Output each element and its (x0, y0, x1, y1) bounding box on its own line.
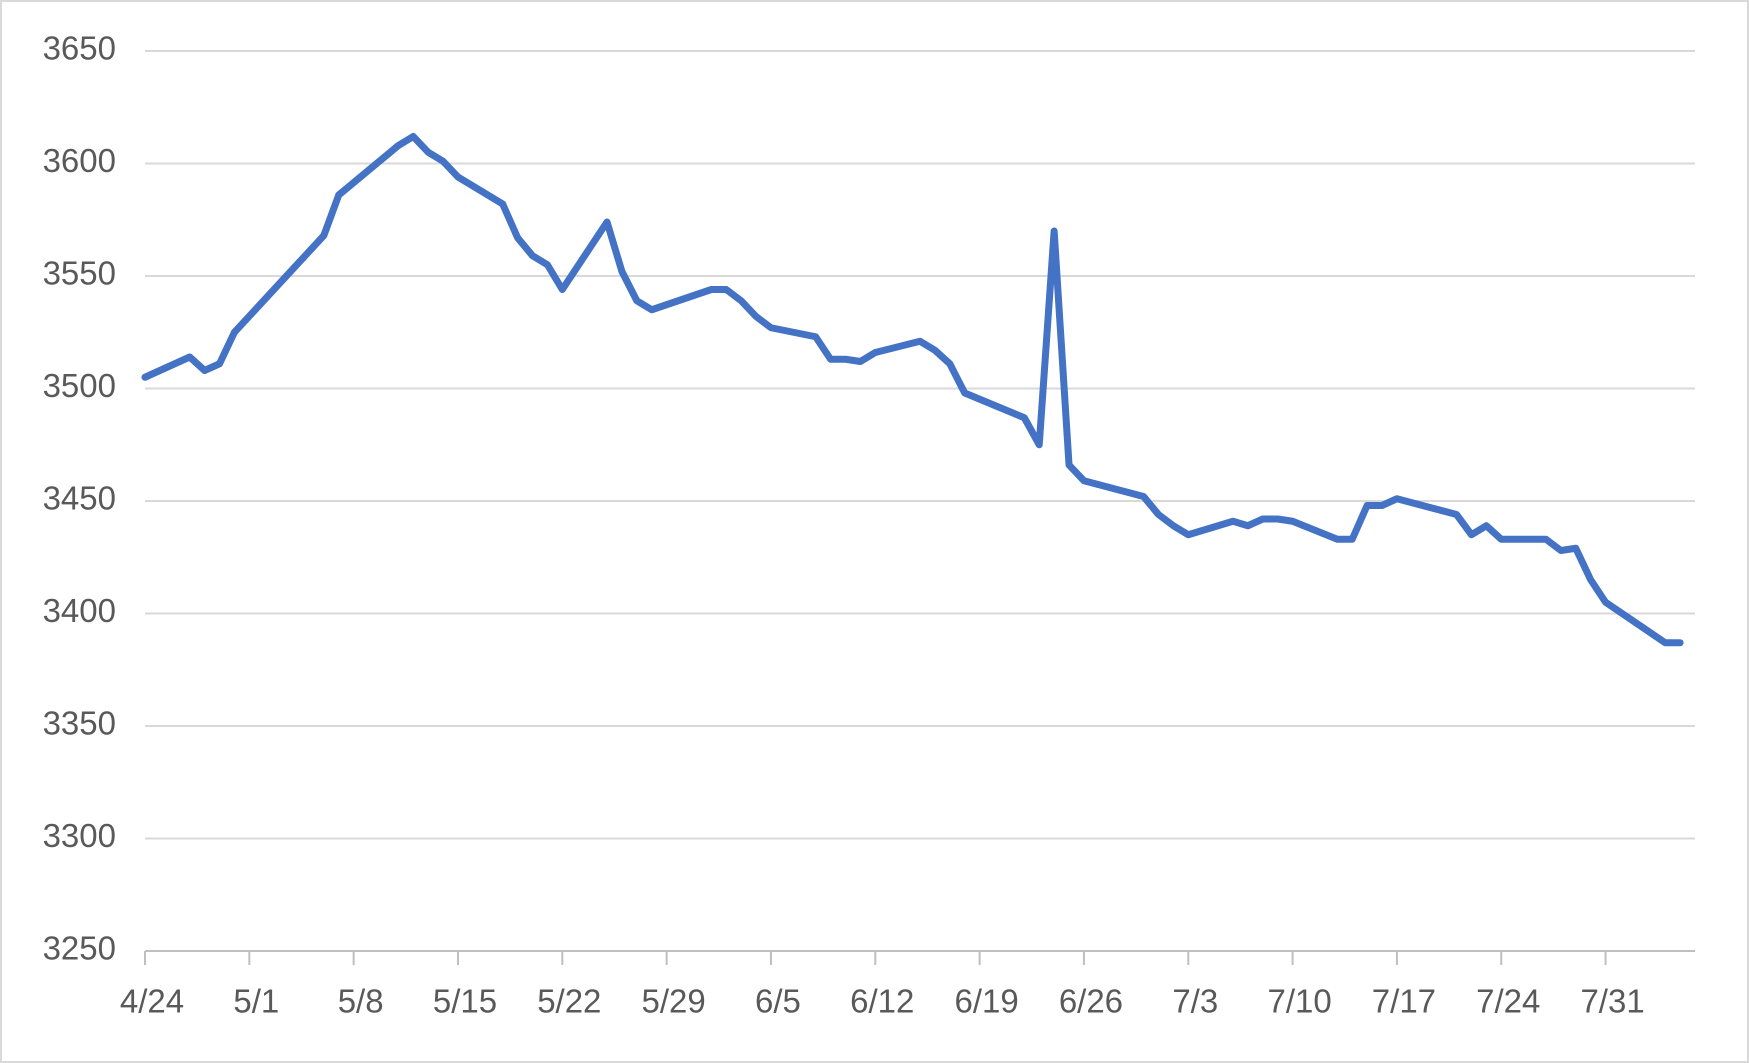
x-tick-label: 6/26 (1059, 983, 1123, 1020)
x-tick-label: 7/31 (1580, 983, 1644, 1020)
x-tick-label: 6/5 (755, 983, 801, 1020)
x-tick-label: 6/19 (954, 983, 1018, 1020)
x-tick-label: 5/1 (233, 983, 279, 1020)
x-tick-label: 7/17 (1372, 983, 1436, 1020)
y-tick-label: 3300 (43, 817, 116, 854)
x-tick-label: 7/10 (1267, 983, 1331, 1020)
x-tick-label: 4/24 (120, 983, 184, 1020)
y-tick-label: 3650 (43, 30, 116, 67)
x-tick-label: 6/12 (850, 983, 914, 1020)
y-tick-label: 3350 (43, 705, 116, 742)
y-tick-label: 3450 (43, 480, 116, 517)
y-tick-label: 3500 (43, 367, 116, 404)
x-tick-label: 5/15 (433, 983, 497, 1020)
y-tick-label: 3600 (43, 142, 116, 179)
y-tick-label: 3250 (43, 930, 116, 967)
x-tick-label: 7/24 (1476, 983, 1540, 1020)
y-tick-label: 3400 (43, 592, 116, 629)
y-tick-label: 3550 (43, 255, 116, 292)
x-tick-label: 5/8 (338, 983, 384, 1020)
x-tick-label: 7/3 (1172, 983, 1218, 1020)
x-tick-label: 5/22 (537, 983, 601, 1020)
data-line (141, 133, 1684, 647)
x-tick-label: 5/29 (642, 983, 706, 1020)
